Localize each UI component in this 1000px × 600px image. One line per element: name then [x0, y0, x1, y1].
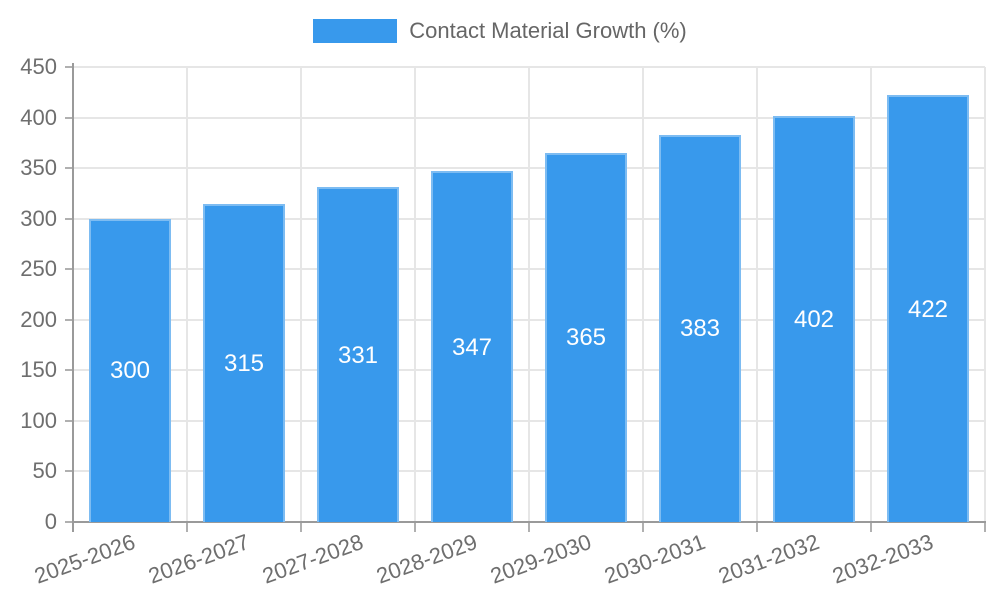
y-tick-label: 100 — [20, 407, 57, 433]
x-axis-tick — [642, 522, 644, 532]
x-tick-label: 2032-2033 — [828, 529, 937, 589]
x-tick-label: 2026-2027 — [144, 529, 253, 589]
y-axis-tick — [65, 419, 73, 422]
bar-value-label: 402 — [793, 305, 835, 333]
bar-value-label: 347 — [451, 333, 493, 361]
bar[interactable]: 315 — [203, 203, 285, 522]
y-axis-tick — [65, 318, 73, 321]
x-axis-tick — [756, 522, 758, 532]
y-tick-label: 150 — [20, 357, 57, 383]
x-axis-tick — [870, 522, 872, 532]
bar[interactable]: 331 — [317, 187, 399, 522]
x-axis-tick — [414, 522, 416, 532]
y-tick-label: 450 — [20, 54, 57, 79]
y-axis-tick — [65, 116, 73, 119]
legend-label: Contact Material Growth (%) — [409, 18, 687, 43]
v-gridline — [528, 67, 530, 522]
legend[interactable]: Contact Material Growth (%) — [0, 18, 1000, 44]
x-tick-label: 2027-2028 — [258, 529, 367, 589]
y-tick-label: 250 — [20, 256, 57, 282]
y-tick-label: 300 — [20, 205, 57, 231]
bar-value-label: 331 — [337, 341, 379, 369]
v-gridline — [414, 67, 416, 522]
y-axis-line — [72, 63, 74, 532]
y-axis-tick — [65, 521, 73, 523]
bar[interactable]: 383 — [659, 134, 741, 522]
v-gridline — [756, 67, 758, 522]
y-axis-tick — [65, 217, 73, 220]
bar-value-label: 315 — [223, 349, 265, 377]
bar[interactable]: 422 — [887, 95, 969, 522]
v-gridline — [870, 67, 872, 522]
y-axis-tick — [65, 66, 73, 68]
y-tick-label: 400 — [20, 104, 57, 130]
x-axis-tick — [186, 522, 188, 532]
x-tick-label: 2025-2026 — [30, 529, 139, 589]
v-gridline — [642, 67, 644, 522]
bar-value-label: 383 — [679, 315, 721, 343]
x-axis-tick — [300, 522, 302, 532]
bar[interactable]: 347 — [431, 171, 513, 522]
bar-value-label: 422 — [907, 295, 949, 323]
bar[interactable]: 402 — [773, 115, 855, 522]
x-axis-line — [72, 521, 986, 523]
v-gridline — [300, 67, 302, 522]
plot-area: 300 315 331 347 365 383 402 422 — [65, 63, 986, 532]
y-tick-label: 350 — [20, 155, 57, 181]
y-axis-tick — [65, 369, 73, 372]
legend-swatch-icon — [313, 19, 398, 43]
bar-value-label: 365 — [565, 324, 607, 352]
x-axis-tick — [984, 522, 986, 532]
bar[interactable]: 365 — [545, 152, 627, 522]
y-axis-tick — [65, 167, 73, 170]
y-tick-label: 0 — [44, 509, 57, 534]
v-gridline — [984, 67, 986, 522]
y-axis-tick — [65, 268, 73, 271]
v-gridline — [186, 67, 188, 522]
y-tick-label: 200 — [20, 306, 57, 332]
x-tick-label: 2030-2031 — [600, 529, 709, 589]
x-tick-label: 2029-2030 — [486, 529, 595, 589]
x-axis-tick — [528, 522, 530, 532]
x-tick-label: 2031-2032 — [714, 529, 823, 589]
y-axis-tick — [65, 470, 73, 473]
bar-value-label: 300 — [109, 357, 151, 385]
bar[interactable]: 300 — [89, 218, 171, 522]
x-tick-label: 2028-2029 — [372, 529, 481, 589]
y-tick-label: 50 — [32, 458, 57, 484]
